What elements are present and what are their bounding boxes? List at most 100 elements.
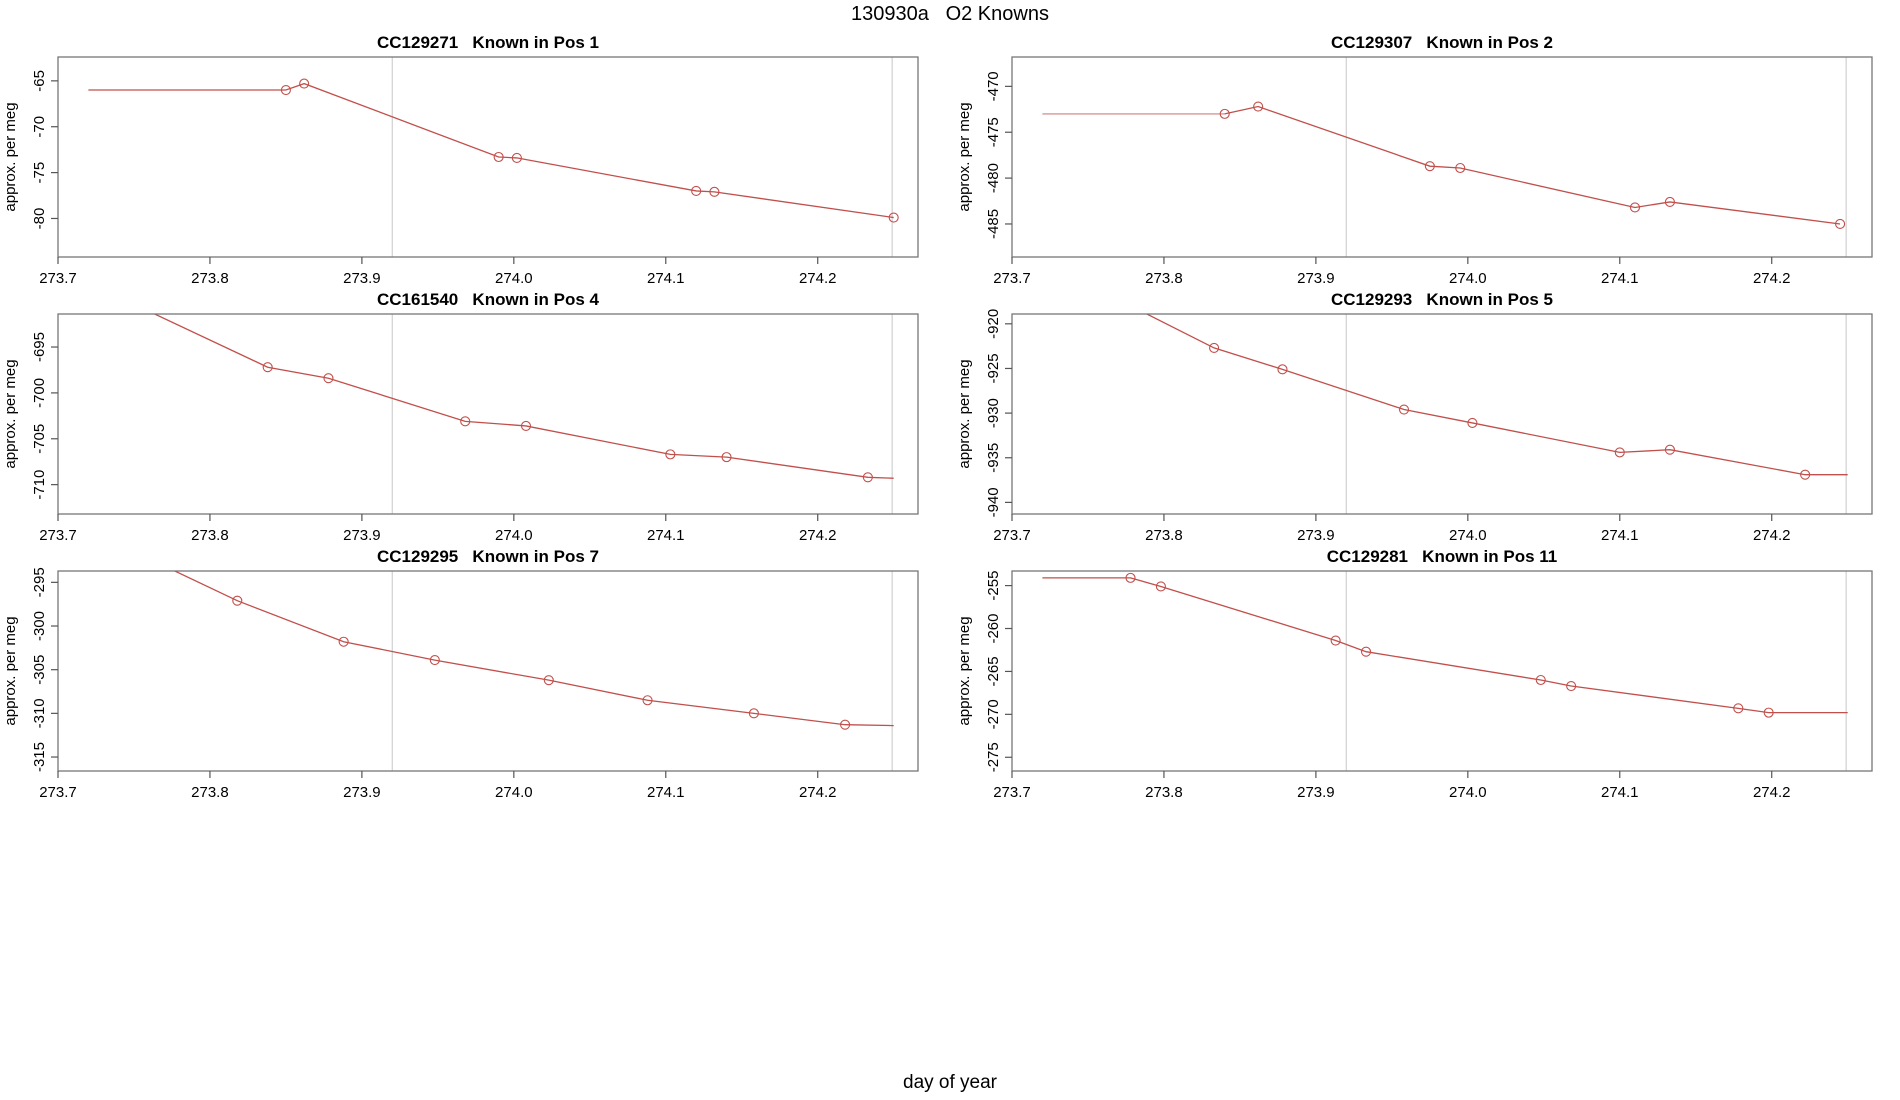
plot-box bbox=[1011, 56, 1873, 258]
plot-box bbox=[57, 313, 919, 515]
x-axis: 273.7 273.8 273.9 274.0 274.1 274.2 bbox=[993, 257, 1790, 287]
chart-title: CC129295 Known in Pos 7 bbox=[377, 547, 599, 566]
chart-CC129295: 273.7 273.8 273.9 274.0 274.1 274.2 -295 -300 -3… bbox=[2, 547, 919, 801]
svg-text:-270: -270 bbox=[985, 699, 1002, 729]
svg-text:273.9: 273.9 bbox=[343, 527, 381, 544]
chart-CC129293: 273.7 273.8 273.9 274.0 274.1 274.2-920-925-9… bbox=[956, 290, 1873, 544]
chart-CC129281: 273.7 273.8 273.9 274.0 274.1 274.2-255-260-2… bbox=[956, 547, 1873, 801]
svg-text:273.7: 273.7 bbox=[993, 270, 1031, 287]
svg-text:-705: -705 bbox=[31, 424, 48, 454]
svg-text:-80: -80 bbox=[31, 208, 48, 230]
svg-text:-265: -265 bbox=[985, 656, 1002, 686]
y-axis: -920 -925 -930 -935 -940 bbox=[985, 309, 1012, 517]
svg-text:273.7: 273.7 bbox=[993, 527, 1031, 544]
data-markers bbox=[1219, 101, 1846, 230]
main-title: 130930a O2 Knowns bbox=[851, 3, 1049, 25]
data-line bbox=[1042, 577, 1848, 714]
data-line bbox=[88, 82, 894, 219]
reference-vlines bbox=[1345, 314, 1847, 514]
svg-text:-65: -65 bbox=[31, 70, 48, 92]
svg-text:-300: -300 bbox=[31, 611, 48, 641]
svg-text:274.0: 274.0 bbox=[1449, 270, 1487, 287]
svg-text:274.2: 274.2 bbox=[1753, 784, 1791, 801]
svg-text:-260: -260 bbox=[985, 613, 1002, 643]
chart-CC129307: 273.7 273.8 273.9 274.0 274.1 274.2-470-475-4… bbox=[956, 33, 1873, 287]
y-axis: -65 -70 -75 -80 bbox=[31, 70, 58, 229]
svg-text:273.8: 273.8 bbox=[191, 784, 229, 801]
chart-title: CC129307 Known in Pos 2 bbox=[1331, 33, 1553, 52]
svg-text:274.1: 274.1 bbox=[1601, 527, 1639, 544]
reference-vlines bbox=[391, 571, 893, 771]
svg-text:-470: -470 bbox=[985, 71, 1002, 101]
svg-text:274.1: 274.1 bbox=[647, 527, 685, 544]
svg-text:-475: -475 bbox=[985, 117, 1002, 147]
svg-text:273.9: 273.9 bbox=[1297, 784, 1335, 801]
svg-text:273.9: 273.9 bbox=[1297, 270, 1335, 287]
reference-vlines bbox=[1345, 57, 1847, 257]
x-axis-label: day of year bbox=[903, 1072, 997, 1093]
y-axis: -695 -700 -705 -710 bbox=[31, 332, 58, 500]
svg-text:-485: -485 bbox=[985, 209, 1002, 239]
svg-text:-925: -925 bbox=[985, 353, 1002, 383]
svg-text:273.8: 273.8 bbox=[191, 527, 229, 544]
svg-text:273.8: 273.8 bbox=[191, 270, 229, 287]
x-axis: 273.7 273.8 273.9 274.0 274.1 274.2 bbox=[993, 514, 1790, 544]
y-axis-title: approx. per meg bbox=[2, 359, 19, 468]
svg-text:274.0: 274.0 bbox=[1449, 527, 1487, 544]
y-axis-title: approx. per meg bbox=[956, 616, 973, 725]
svg-text:274.1: 274.1 bbox=[647, 270, 685, 287]
y-axis-title: approx. per meg bbox=[956, 102, 973, 211]
svg-text:-920: -920 bbox=[985, 309, 1002, 339]
data-markers bbox=[1125, 572, 1774, 718]
svg-text:274.0: 274.0 bbox=[1449, 784, 1487, 801]
svg-text:-255: -255 bbox=[985, 571, 1002, 601]
svg-text:273.9: 273.9 bbox=[1297, 527, 1335, 544]
x-axis: 273.7 273.8 273.9 274.0 274.1 274.2 bbox=[993, 771, 1790, 801]
x-axis: 273.7 273.8 273.9 274.0 274.1 274.2 bbox=[39, 514, 836, 544]
svg-text:273.8: 273.8 bbox=[1145, 784, 1183, 801]
reference-vlines bbox=[391, 314, 893, 514]
svg-text:-935: -935 bbox=[985, 443, 1002, 473]
data-line bbox=[1145, 314, 1848, 476]
plot-box bbox=[1011, 570, 1873, 772]
plot-box bbox=[57, 56, 919, 258]
svg-text:273.7: 273.7 bbox=[39, 784, 77, 801]
svg-text:-310: -310 bbox=[31, 698, 48, 728]
y-axis-title: approx. per meg bbox=[956, 359, 973, 468]
svg-text:274.0: 274.0 bbox=[495, 270, 533, 287]
svg-text:274.0: 274.0 bbox=[495, 784, 533, 801]
svg-text:274.2: 274.2 bbox=[799, 270, 837, 287]
svg-text:-275: -275 bbox=[985, 742, 1002, 772]
chart-title: CC129281 Known in Pos 11 bbox=[1327, 547, 1558, 566]
svg-text:274.2: 274.2 bbox=[799, 784, 837, 801]
svg-text:273.8: 273.8 bbox=[1145, 270, 1183, 287]
x-axis: 273.7 273.8 273.9 274.0 274.1 274.2 bbox=[39, 771, 836, 801]
data-line bbox=[173, 571, 894, 727]
data-markers bbox=[280, 78, 899, 223]
svg-text:273.9: 273.9 bbox=[343, 270, 381, 287]
y-axis: -470 -475 -480 -485 bbox=[985, 71, 1012, 239]
plot-box bbox=[57, 570, 919, 772]
svg-text:273.7: 273.7 bbox=[39, 270, 77, 287]
svg-text:274.2: 274.2 bbox=[1753, 527, 1791, 544]
svg-text:-930: -930 bbox=[985, 398, 1002, 428]
reference-vlines bbox=[391, 57, 893, 257]
svg-text:274.0: 274.0 bbox=[495, 527, 533, 544]
svg-text:-315: -315 bbox=[31, 742, 48, 772]
svg-text:-295: -295 bbox=[31, 567, 48, 597]
svg-text:273.7: 273.7 bbox=[993, 784, 1031, 801]
chart-CC161540: 273.7 273.8 273.9 274.0 274.1 274.2 -695 -700 -7… bbox=[2, 290, 919, 544]
svg-text:-480: -480 bbox=[985, 163, 1002, 193]
svg-text:-305: -305 bbox=[31, 655, 48, 685]
chart-title: CC129271 Known in Pos 1 bbox=[377, 33, 599, 52]
y-axis-title: approx. per meg bbox=[2, 102, 19, 211]
svg-text:-75: -75 bbox=[31, 162, 48, 184]
chart-title: CC161540 Known in Pos 4 bbox=[377, 290, 600, 309]
chart-CC129271: 273.7 273.8 273.9 274.0 274.1 274.2-65-70-75-… bbox=[2, 33, 919, 287]
plot-box bbox=[1011, 313, 1873, 515]
svg-text:-700: -700 bbox=[31, 378, 48, 408]
svg-text:-695: -695 bbox=[31, 332, 48, 362]
data-markers bbox=[1209, 342, 1811, 480]
